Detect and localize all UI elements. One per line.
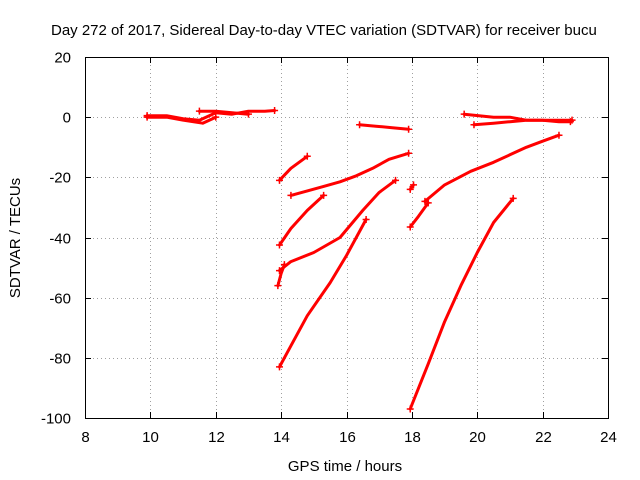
x-tick-label: 16 xyxy=(339,429,356,446)
data-point-marker xyxy=(406,223,414,231)
axis-ticks: 8 10 12 14 16 18 20 22 24 -100 -80 -60 -40 -20 0 20 xyxy=(41,50,617,447)
y-tick-label: -60 xyxy=(49,291,71,308)
data-point-marker xyxy=(274,282,282,290)
y-tick-label: -20 xyxy=(49,170,71,187)
series-track xyxy=(197,109,250,116)
y-tick-label: -40 xyxy=(49,231,71,248)
grid xyxy=(85,57,608,418)
x-tick-label: 8 xyxy=(81,429,89,446)
data-point-marker xyxy=(460,110,468,118)
x-tick-label: 18 xyxy=(404,429,421,446)
x-tick-label: 24 xyxy=(600,429,617,446)
series-track xyxy=(289,151,411,197)
x-tick-label: 14 xyxy=(273,429,290,446)
y-tick-label: 20 xyxy=(54,50,71,67)
data-point-marker xyxy=(410,181,418,189)
y-axis-label: SDTVAR / TECUs xyxy=(7,178,24,298)
data-point-marker xyxy=(275,176,283,184)
x-tick-label: 20 xyxy=(469,429,486,446)
series-track xyxy=(408,196,515,411)
series-track xyxy=(278,154,309,182)
data-point-marker xyxy=(362,215,370,223)
data-point-marker xyxy=(275,363,283,371)
x-tick-label: 22 xyxy=(535,429,552,446)
series-track xyxy=(278,193,326,247)
y-tick-label: -80 xyxy=(49,351,71,368)
data-point-marker xyxy=(568,116,576,124)
series-track xyxy=(472,118,574,127)
data-point-marker xyxy=(271,107,279,115)
y-tick-label: -100 xyxy=(41,411,71,428)
data-point-marker xyxy=(303,152,311,160)
data-point-marker xyxy=(280,261,288,269)
data-point-marker xyxy=(509,194,517,202)
data-point-marker xyxy=(421,197,429,205)
data-point-marker xyxy=(405,125,413,133)
series-track xyxy=(423,133,561,203)
data-point-marker xyxy=(320,191,328,199)
x-tick-label: 12 xyxy=(208,429,225,446)
data-point-marker xyxy=(244,110,252,118)
data-point-marker xyxy=(470,121,478,129)
data-series xyxy=(143,107,576,413)
x-axis-label: GPS time / hours xyxy=(288,458,402,475)
data-point-marker xyxy=(555,131,563,139)
series-track xyxy=(278,178,397,273)
data-point-marker xyxy=(406,185,414,193)
y-tick-label: 0 xyxy=(63,110,71,127)
data-point-marker xyxy=(212,113,220,121)
data-point-marker xyxy=(356,121,364,129)
data-point-marker xyxy=(287,191,295,199)
data-point-marker xyxy=(405,149,413,157)
data-point-marker xyxy=(195,107,203,115)
series-track xyxy=(408,201,430,229)
data-point-marker xyxy=(392,176,400,184)
series-track xyxy=(278,217,368,369)
x-tick-label: 10 xyxy=(142,429,159,446)
series-track xyxy=(276,263,286,288)
chart-title: Day 272 of 2017, Sidereal Day-to-day VTE… xyxy=(51,22,597,39)
data-point-marker xyxy=(275,241,283,249)
series-track xyxy=(358,123,411,131)
data-point-marker xyxy=(406,405,414,413)
series-track xyxy=(145,115,218,125)
data-point-marker xyxy=(143,113,151,121)
